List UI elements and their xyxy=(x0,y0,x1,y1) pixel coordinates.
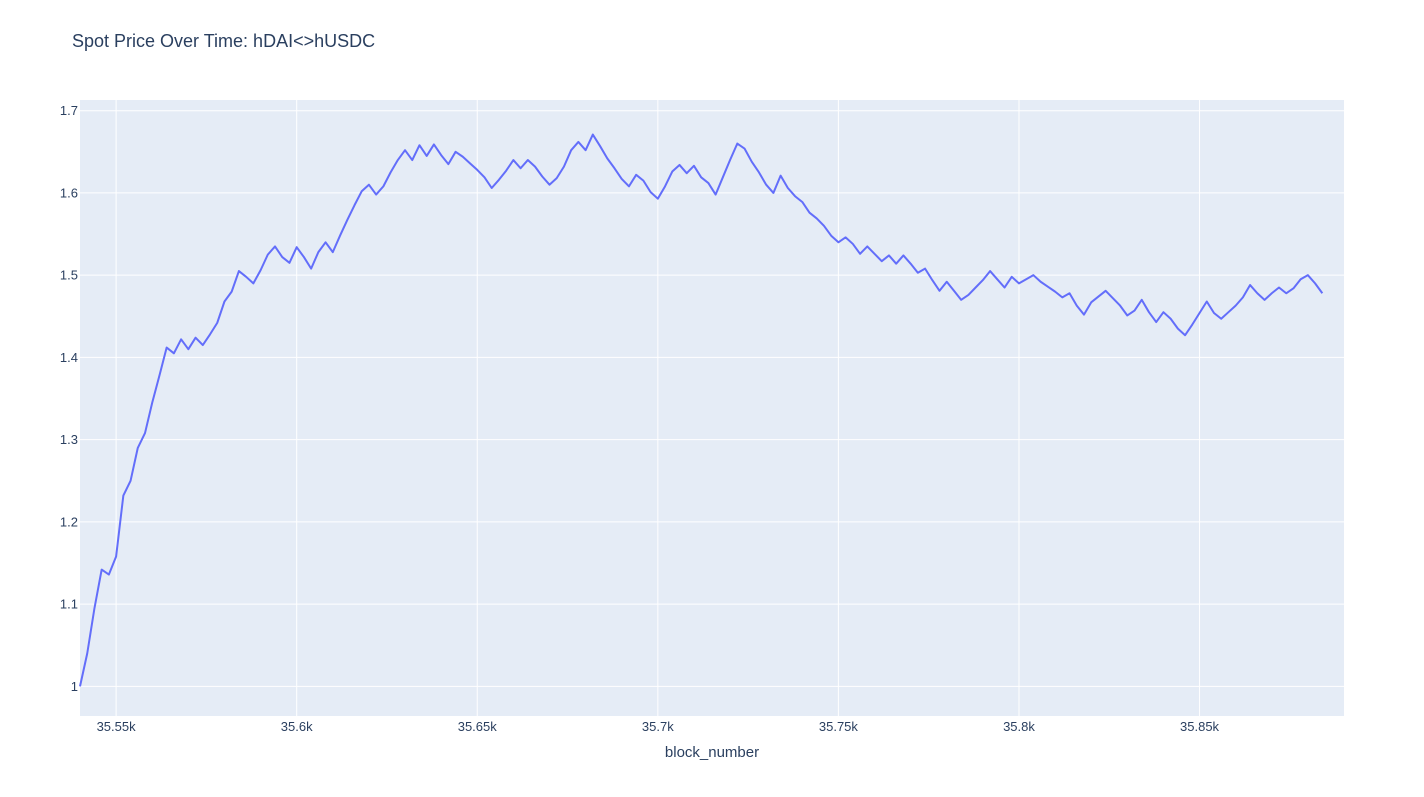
chart-title: Spot Price Over Time: hDAI<>hUSDC xyxy=(72,31,376,51)
series-line-0 xyxy=(79,133,1324,687)
y-tick-label: 1 xyxy=(71,679,78,694)
y-tick-label: 1.7 xyxy=(60,103,78,118)
y-tick-label: 1.2 xyxy=(60,514,78,529)
x-tick-label: 35.85k xyxy=(1180,719,1220,734)
x-tick-label: 35.75k xyxy=(819,719,859,734)
y-tick-labels: 1 1.1 1.2 1.3 1.4 1.5 1.6 1.7 xyxy=(60,103,78,694)
x-tick-label: 35.6k xyxy=(281,719,313,734)
x-tick-label: 35.8k xyxy=(1003,719,1035,734)
y-tick-label: 1.4 xyxy=(60,350,78,365)
x-tick-label: 35.7k xyxy=(642,719,674,734)
x-gridlines xyxy=(115,100,1201,716)
x-tick-labels: 35.55k 35.6k 35.65k 35.7k 35.75k 35.8k 35.85k xyxy=(97,719,1220,734)
y-gridlines xyxy=(80,110,1344,687)
y-tick-label: 1.6 xyxy=(60,185,78,200)
plot-area xyxy=(80,100,1344,716)
series-group xyxy=(79,133,1324,687)
x-axis-title: block_number xyxy=(665,744,759,761)
y-tick-label: 1.5 xyxy=(60,268,78,283)
x-tick-label: 35.55k xyxy=(97,719,137,734)
y-tick-label: 1.3 xyxy=(60,432,78,447)
x-tick-label: 35.65k xyxy=(458,719,498,734)
y-tick-label: 1.1 xyxy=(60,597,78,612)
